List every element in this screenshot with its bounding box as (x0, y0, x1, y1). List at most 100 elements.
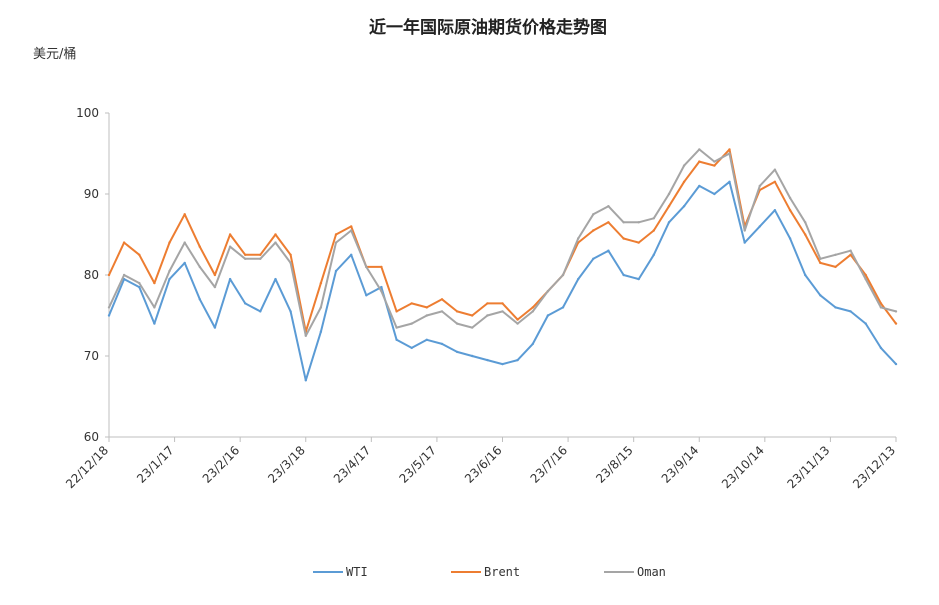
data-point (879, 302, 883, 305)
y-tick-label: 70 (84, 349, 99, 363)
data-point (531, 342, 534, 346)
data-point (652, 253, 655, 256)
data-point (486, 314, 489, 317)
x-tick-label: 23/11/13 (785, 443, 833, 491)
x-tick-label: 23/12/13 (850, 443, 898, 491)
data-point (319, 330, 323, 333)
data-point (334, 233, 338, 236)
data-point (834, 306, 837, 309)
data-point (561, 306, 565, 309)
data-point (667, 221, 671, 224)
data-point (244, 257, 247, 260)
data-point (713, 164, 716, 167)
data-point (350, 229, 353, 232)
data-point (259, 253, 262, 256)
data-point (834, 253, 837, 256)
data-point (894, 310, 898, 313)
data-point (183, 261, 186, 265)
data-point (410, 346, 413, 350)
data-point (380, 285, 383, 289)
data-point (198, 298, 201, 301)
axes: 60 70 80 90 100 22/12/18 23/1/17 23/2/16 23/3/18… (63, 106, 898, 491)
data-point (819, 261, 822, 265)
data-point (259, 310, 262, 313)
data-point (365, 294, 368, 297)
y-tick-label: 90 (84, 187, 99, 201)
data-point (259, 257, 262, 260)
data-point (107, 306, 111, 309)
data-point (607, 205, 610, 208)
data-point (350, 225, 353, 228)
data-point (440, 298, 444, 301)
legend-item-wti: WTI (313, 565, 368, 579)
data-point (607, 249, 610, 252)
data-point (728, 180, 731, 183)
data-point (652, 229, 655, 232)
data-point (153, 306, 156, 309)
data-point (698, 148, 701, 151)
data-point (622, 273, 625, 277)
data-point (168, 241, 171, 244)
data-point (622, 237, 625, 240)
data-point (622, 221, 625, 224)
data-point (682, 205, 686, 208)
data-point (773, 168, 777, 171)
data-point (864, 322, 867, 325)
series-line-wti (108, 180, 897, 382)
data-point (213, 285, 217, 289)
data-point (531, 310, 534, 313)
data-point (471, 326, 474, 329)
data-point (894, 362, 898, 366)
data-point (289, 261, 292, 265)
data-point (592, 257, 595, 260)
data-point (486, 358, 489, 362)
data-point (395, 338, 398, 341)
data-point (138, 281, 141, 285)
x-tick-label: 23/6/16 (462, 443, 505, 486)
data-point (607, 221, 610, 224)
legend-label: Oman (637, 565, 666, 579)
data-point (698, 160, 701, 163)
data-point (819, 257, 822, 260)
data-point (289, 310, 292, 313)
data-point (788, 209, 792, 212)
data-point (894, 322, 898, 325)
data-point (395, 326, 398, 329)
data-point (637, 241, 640, 244)
data-point (788, 196, 792, 200)
data-point (198, 245, 201, 248)
data-point (274, 241, 277, 244)
data-point (455, 310, 459, 313)
data-point (486, 302, 489, 305)
data-point (304, 334, 307, 337)
data-point (849, 253, 852, 256)
data-point (592, 229, 595, 232)
data-point (758, 225, 761, 228)
legend-label: Brent (484, 565, 520, 579)
data-point (667, 205, 671, 208)
data-point (773, 209, 777, 212)
data-point (410, 322, 413, 325)
data-point (107, 273, 111, 277)
data-point (516, 318, 519, 321)
data-point (244, 302, 247, 305)
data-point (440, 310, 444, 313)
data-point (319, 281, 323, 285)
data-point (819, 294, 822, 297)
data-point (864, 277, 867, 281)
x-tick-label: 23/4/17 (331, 443, 374, 486)
data-point (682, 180, 686, 183)
data-point (425, 306, 428, 309)
data-point (728, 148, 731, 151)
x-tick-label: 22/12/18 (63, 443, 111, 491)
data-point (834, 265, 837, 269)
data-point (667, 192, 671, 196)
data-point (425, 314, 428, 317)
data-point (879, 306, 883, 309)
data-point (713, 160, 716, 163)
y-tick-label: 60 (84, 430, 99, 444)
y-axis-unit-label: 美元/桶 (33, 47, 76, 62)
data-point (395, 310, 398, 313)
